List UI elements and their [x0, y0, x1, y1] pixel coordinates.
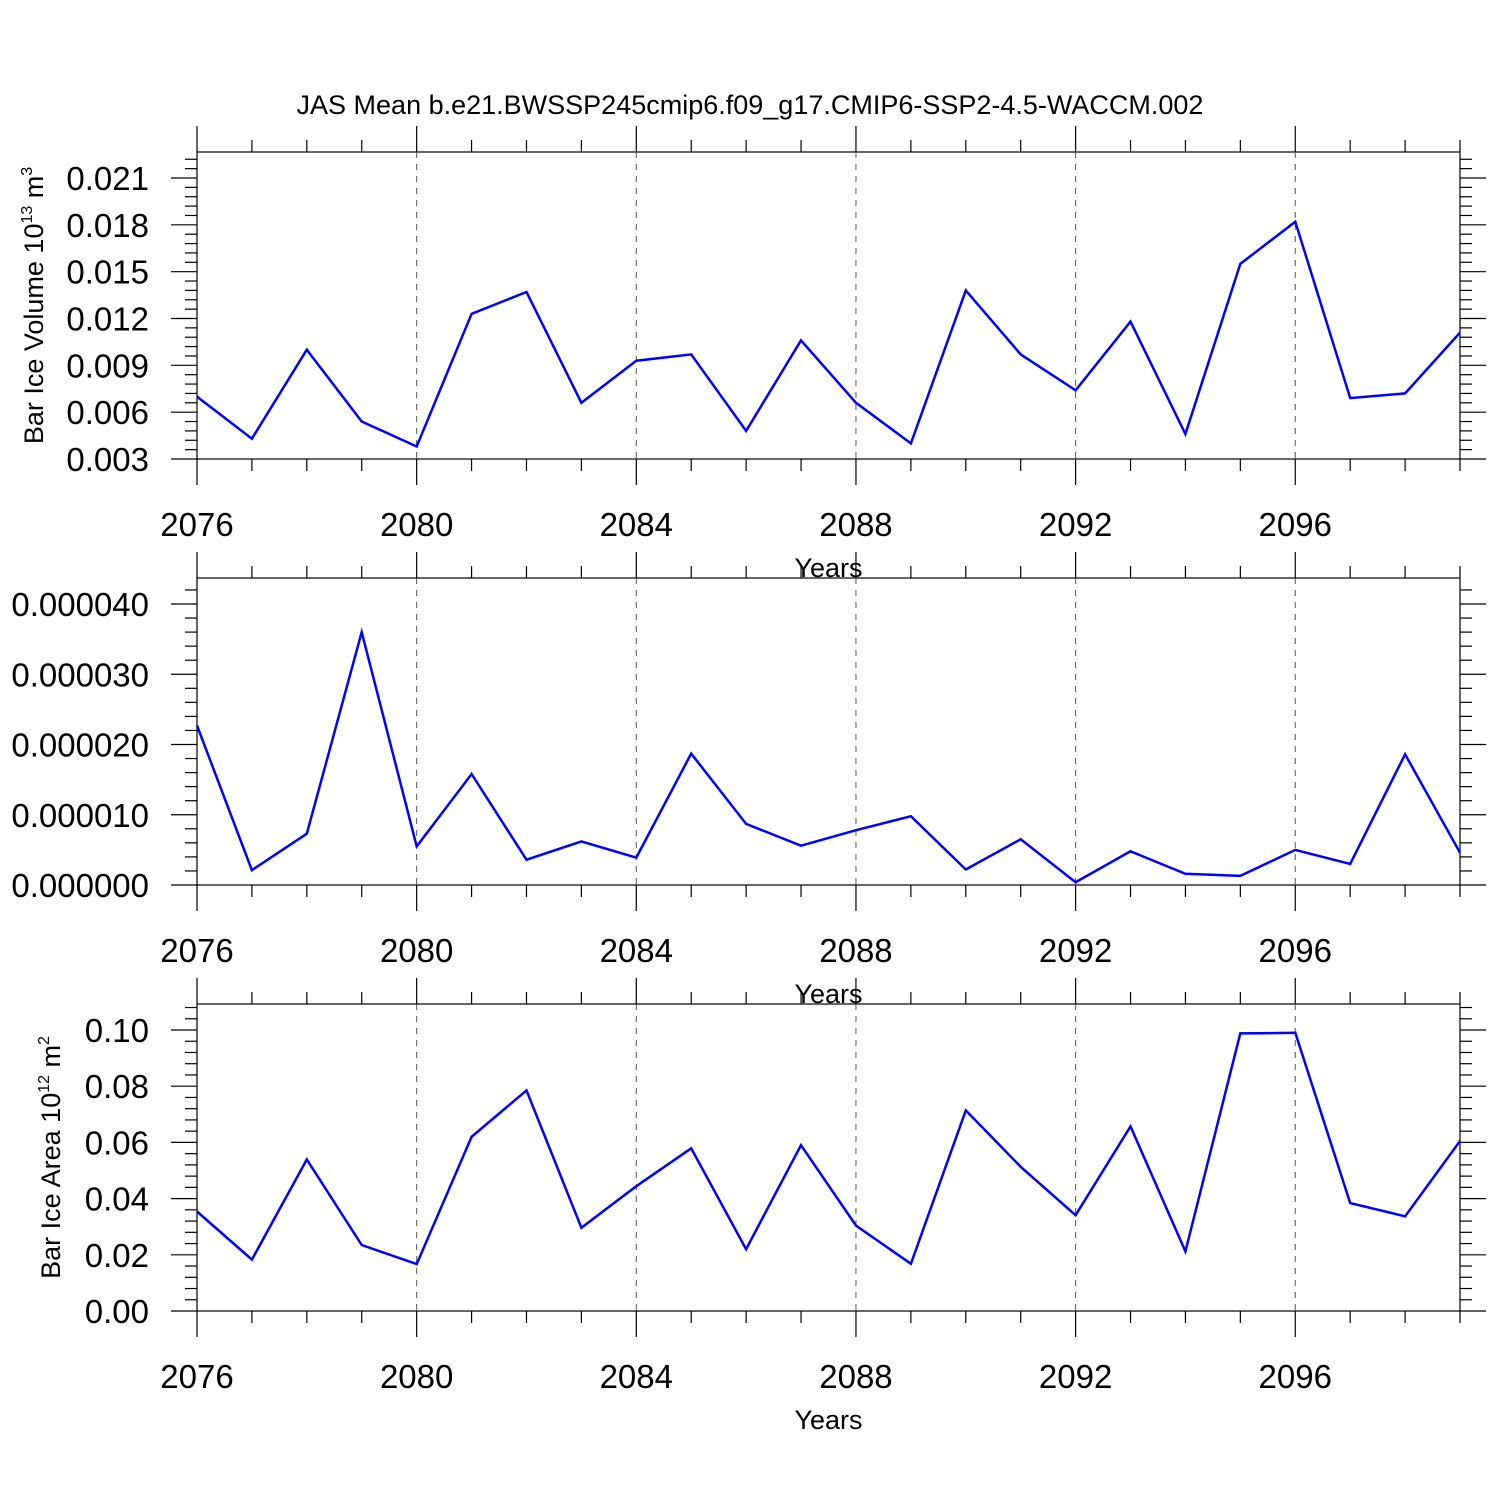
series-line: [196, 1031, 1462, 1266]
y-tick-label: 0.000000: [11, 867, 149, 904]
x-tick-label: 2092: [1039, 932, 1112, 969]
y-tick-label: 0.009: [66, 347, 149, 384]
x-tick-label: 2076: [160, 506, 233, 543]
x-tick-label: 2084: [600, 506, 673, 543]
y-tick-label: 0.00: [85, 1293, 149, 1330]
figure-title: JAS Mean b.e21.BWSSP245cmip6.f09_g17.CMI…: [297, 90, 1204, 120]
plot-frame: [196, 151, 1461, 460]
y-tick-label: 0.000030: [11, 656, 149, 693]
x-tick-label: 2096: [1259, 1358, 1332, 1395]
y-tick-label: 0.000010: [11, 797, 149, 834]
x-tick-label: 2084: [600, 1358, 673, 1395]
plot-frame: [196, 577, 1461, 886]
y-axis-label: Bar Ice Volume 1013 m3: [19, 167, 49, 444]
x-tick-label: 2088: [819, 1358, 892, 1395]
y-tick-label: 0.003: [66, 441, 149, 478]
x-tick-label: 2092: [1039, 506, 1112, 543]
y-tick-label: 0.006: [66, 394, 149, 431]
x-tick-label: 2076: [160, 1358, 233, 1395]
chart-panel-3: 0.00 0.02 0.04 0.06 0.08 0.10 2076 2080 2084 2088…: [36, 978, 1486, 1435]
y-tick-label: 0.06: [85, 1124, 149, 1161]
y-tick-label: 0.018: [66, 207, 149, 244]
panels: 0.003 0.006 0.009 0.012 0.015 0.018 0.021 2076 2…: [11, 126, 1486, 1435]
x-tick-label: 2088: [819, 506, 892, 543]
y-axis-label: Bar Ice Area 1012 m2: [36, 1036, 66, 1279]
y-tick-label: 0.000020: [11, 727, 149, 764]
x-tick-label: 2084: [600, 932, 673, 969]
x-tick-label: 2088: [819, 932, 892, 969]
chart-panel-2: 0.000000 0.000010 0.000020 0.000030 0.000040…: [11, 552, 1486, 1009]
y-tick-label: 0.021: [66, 160, 149, 197]
plot-frame: [196, 1003, 1461, 1312]
x-tick-label: 2096: [1259, 506, 1332, 543]
chart-panel-1: 0.003 0.006 0.009 0.012 0.015 0.018 0.021 2076 2…: [19, 126, 1486, 583]
series-line: [195, 627, 1462, 884]
y-tick-label: 0.10: [85, 1012, 149, 1049]
series-line: [196, 219, 1461, 449]
y-tick-label: 0.02: [85, 1237, 149, 1274]
x-tick-label: 2080: [380, 506, 453, 543]
x-tick-label: 2096: [1259, 932, 1332, 969]
y-tick-label: 0.015: [66, 254, 149, 291]
x-tick-label: 2092: [1039, 1358, 1112, 1395]
x-tick-label: 2076: [160, 932, 233, 969]
x-tick-label: 2080: [380, 932, 453, 969]
y-tick-label: 0.000040: [11, 586, 149, 623]
y-tick-label: 0.012: [66, 301, 149, 338]
x-axis-label: Years: [794, 1405, 862, 1435]
x-tick-label: 2080: [380, 1358, 453, 1395]
y-tick-label: 0.04: [85, 1181, 149, 1218]
y-tick-label: 0.08: [85, 1068, 149, 1105]
